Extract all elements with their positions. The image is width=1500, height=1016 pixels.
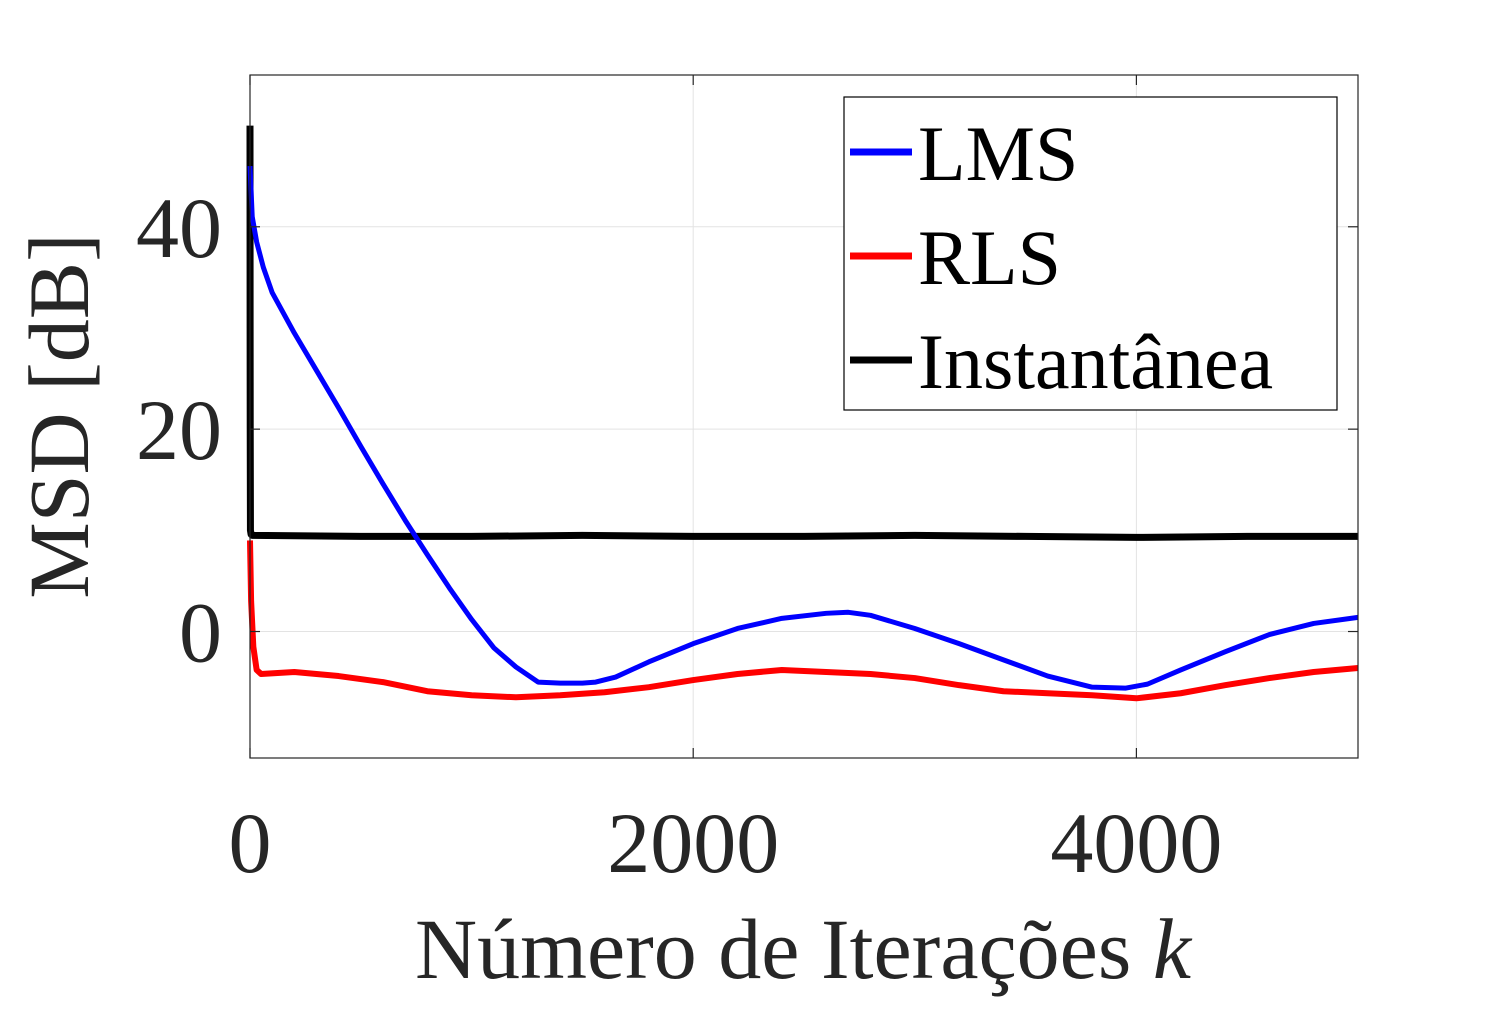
- y-axis-label: MSD [dB]: [11, 233, 107, 599]
- series-line-rls: [247, 540, 1359, 702]
- series-line-lms: [247, 165, 1359, 691]
- x-tick-label: 2000: [607, 795, 779, 891]
- x-axis-label: Número de Iterações k: [415, 901, 1193, 997]
- legend: LMS RLS Instantânea: [843, 96, 1338, 411]
- legend-box: [843, 96, 1338, 411]
- legend-label: LMS: [918, 110, 1078, 197]
- x-tick-label: 0: [229, 795, 272, 891]
- x-axis-label-text: Número de Iterações: [415, 901, 1131, 997]
- axis-ticks: 0 2000 4000 0 20 40: [136, 75, 1358, 891]
- legend-label: RLS: [918, 214, 1061, 301]
- y-tick-label: 40: [136, 180, 222, 276]
- x-tick-label: 4000: [1050, 795, 1222, 891]
- plot-area-frame: [249, 74, 1359, 759]
- y-tick-label: 20: [136, 382, 222, 478]
- legend-label: Instantânea: [918, 318, 1273, 405]
- x-axis-label-variable: k: [1153, 901, 1193, 997]
- y-tick-label: 0: [179, 585, 222, 681]
